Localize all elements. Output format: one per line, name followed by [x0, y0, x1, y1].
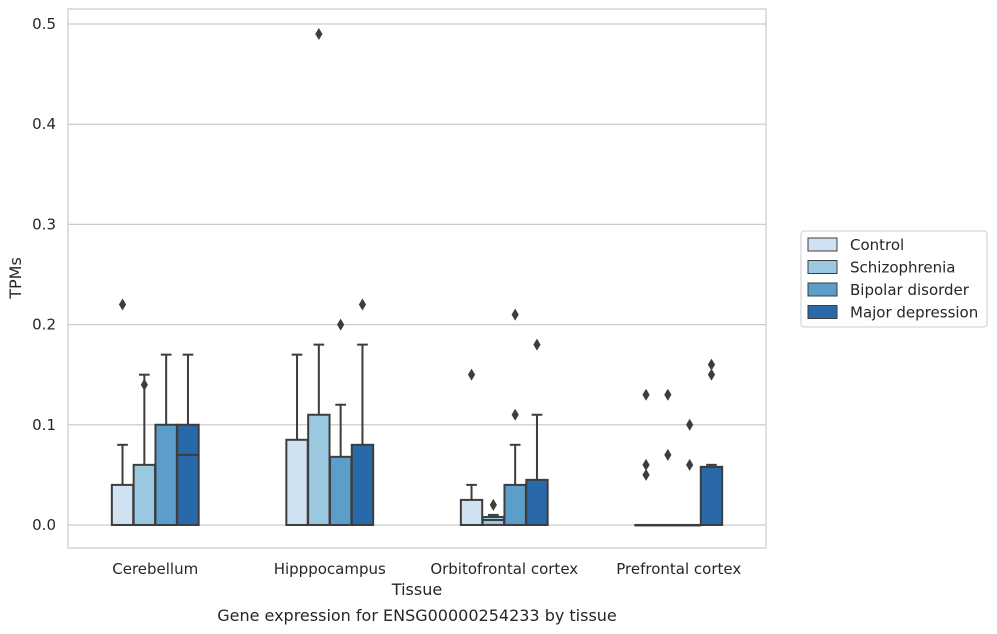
- y-tick-label: 0.1: [32, 416, 56, 434]
- box-2-2: [503, 308, 527, 526]
- outlier-point: [642, 458, 650, 471]
- outlier-point: [533, 338, 541, 351]
- box-0-2: [154, 353, 178, 526]
- y-tick-label: 0.2: [32, 316, 56, 334]
- box-3-3: [699, 358, 724, 526]
- box-rect: [525, 478, 549, 526]
- box-2-0: [459, 368, 484, 526]
- box-rect: [699, 465, 724, 526]
- outlier-point: [686, 418, 694, 431]
- y-tick-label: 0.0: [32, 516, 56, 534]
- legend-swatch: [807, 305, 838, 319]
- x-tick-label: Cerebellum: [112, 560, 198, 578]
- legend-label: Schizophrenia: [850, 259, 955, 277]
- y-tick-labels: 0.0 0.1 0.2 0.3 0.4 0.5: [32, 15, 56, 534]
- outlier-point: [707, 358, 716, 371]
- box-rect: [285, 438, 309, 526]
- outlier-point: [140, 378, 148, 391]
- box-0-0: [110, 298, 135, 526]
- x-tick-labels: Cerebellum Hipppocampus Orbitofrontal cort…: [112, 560, 741, 578]
- legend-swatch: [807, 282, 838, 297]
- legend: Control Schizophrenia Bipolar disorder Majo…: [800, 230, 988, 328]
- box-0-3: [176, 353, 200, 526]
- outlier-point: [337, 318, 345, 331]
- x-tick-label: Prefrontal cortex: [616, 560, 741, 578]
- x-tick-label: Hipppocampus: [274, 560, 386, 578]
- box-rect: [481, 515, 506, 526]
- box-rect: [154, 423, 178, 526]
- chart-caption: Gene expression for ENSG00000254233 by t…: [217, 606, 617, 625]
- outlier-point: [642, 468, 650, 481]
- box-rect: [110, 483, 135, 526]
- x-axis-title: Tissue: [391, 580, 442, 599]
- outlier-point: [686, 458, 694, 471]
- outlier-point: [707, 368, 716, 381]
- outlier-point: [467, 368, 476, 381]
- legend-label: Bipolar disorder: [850, 281, 970, 299]
- box-2-3: [525, 338, 549, 526]
- box-rect: [503, 483, 527, 526]
- y-tick-label: 0.4: [32, 115, 56, 133]
- legend-label: Control: [850, 236, 904, 254]
- box-2-1: [481, 498, 506, 526]
- box-rect: [459, 498, 484, 526]
- box-rect: [132, 463, 157, 526]
- y-tick-label: 0.3: [32, 215, 56, 233]
- outlier-point: [358, 298, 367, 311]
- box-1-0: [285, 353, 309, 526]
- box-3-0: [634, 388, 658, 527]
- y-axis-title: TPMs: [6, 257, 25, 300]
- legend-label: Major depression: [850, 304, 978, 322]
- box-0-1: [132, 373, 157, 526]
- box-rect: [328, 455, 353, 526]
- box-1-2: [328, 318, 353, 526]
- y-tick-label: 0.5: [32, 15, 56, 33]
- outlier-point: [664, 388, 672, 401]
- box-rect: [176, 423, 200, 526]
- legend-frame: [800, 230, 988, 328]
- box-rect: [307, 413, 331, 526]
- outlier-point: [642, 388, 650, 401]
- outlier-point: [511, 408, 519, 421]
- x-tick-label: Orbitofrontal cortex: [430, 560, 578, 578]
- box-3-2: [677, 418, 702, 527]
- boxes: [110, 28, 724, 527]
- legend-swatch: [807, 237, 838, 252]
- legend-swatch: [807, 260, 838, 274]
- box-3-1: [656, 388, 680, 527]
- plot-frame: [67, 8, 767, 549]
- outlier-point: [664, 448, 672, 461]
- box-1-3: [350, 298, 375, 526]
- outlier-point: [511, 308, 519, 321]
- outlier-point: [489, 498, 497, 511]
- box-1-1: [307, 28, 331, 526]
- outlier-point: [315, 28, 323, 41]
- box-rect: [350, 443, 375, 526]
- outlier-point: [118, 298, 127, 311]
